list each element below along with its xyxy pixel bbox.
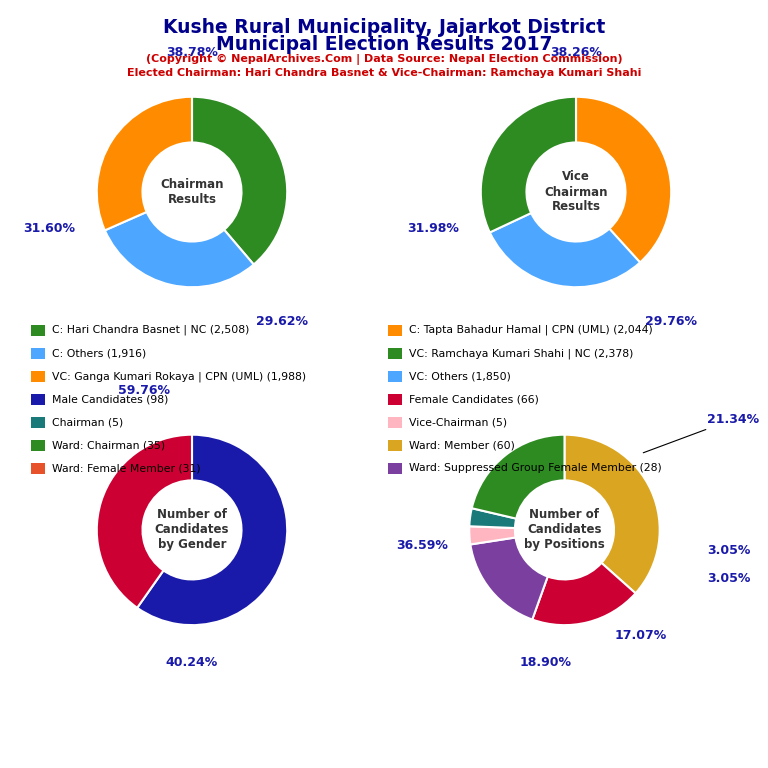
Wedge shape xyxy=(564,435,660,594)
Wedge shape xyxy=(469,526,515,545)
Text: Male Candidates (98): Male Candidates (98) xyxy=(52,394,169,405)
Text: 3.05%: 3.05% xyxy=(707,544,750,557)
Text: Ward: Suppressed Group Female Member (28): Ward: Suppressed Group Female Member (28… xyxy=(409,463,662,474)
Text: 36.59%: 36.59% xyxy=(396,539,448,552)
Text: 29.76%: 29.76% xyxy=(645,316,697,329)
Text: C: Tapta Bahadur Hamal | CPN (UML) (2,044): C: Tapta Bahadur Hamal | CPN (UML) (2,04… xyxy=(409,325,653,336)
Text: 17.07%: 17.07% xyxy=(614,630,667,643)
Text: 40.24%: 40.24% xyxy=(166,656,218,669)
Text: (Copyright © NepalArchives.Com | Data Source: Nepal Election Commission): (Copyright © NepalArchives.Com | Data So… xyxy=(146,54,622,65)
Text: C: Others (1,916): C: Others (1,916) xyxy=(52,348,147,359)
Text: Number of
Candidates
by Positions: Number of Candidates by Positions xyxy=(524,508,605,551)
Wedge shape xyxy=(576,97,671,263)
Text: Ward: Member (60): Ward: Member (60) xyxy=(409,440,515,451)
Text: Chairman (5): Chairman (5) xyxy=(52,417,124,428)
Wedge shape xyxy=(470,538,548,620)
Text: 3.05%: 3.05% xyxy=(707,572,750,585)
Wedge shape xyxy=(105,212,253,287)
Text: Elected Chairman: Hari Chandra Basnet & Vice-Chairman: Ramchaya Kumari Shahi: Elected Chairman: Hari Chandra Basnet & … xyxy=(127,68,641,78)
Wedge shape xyxy=(137,435,287,625)
Wedge shape xyxy=(532,563,636,625)
Text: VC: Others (1,850): VC: Others (1,850) xyxy=(409,371,511,382)
Wedge shape xyxy=(192,97,287,264)
Text: Female Candidates (66): Female Candidates (66) xyxy=(409,394,539,405)
Text: Vice-Chairman (5): Vice-Chairman (5) xyxy=(409,417,508,428)
Text: Municipal Election Results 2017: Municipal Election Results 2017 xyxy=(216,35,552,54)
Text: Vice
Chairman
Results: Vice Chairman Results xyxy=(545,170,607,214)
Wedge shape xyxy=(97,435,192,607)
Text: Kushe Rural Municipality, Jajarkot District: Kushe Rural Municipality, Jajarkot Distr… xyxy=(163,18,605,37)
Wedge shape xyxy=(97,97,192,230)
Text: C: Hari Chandra Basnet | NC (2,508): C: Hari Chandra Basnet | NC (2,508) xyxy=(52,325,250,336)
Text: 18.90%: 18.90% xyxy=(519,656,571,669)
Text: 31.98%: 31.98% xyxy=(407,223,459,236)
Wedge shape xyxy=(472,435,564,518)
Text: Ward: Chairman (35): Ward: Chairman (35) xyxy=(52,440,165,451)
Text: Number of
Candidates
by Gender: Number of Candidates by Gender xyxy=(154,508,230,551)
Text: 29.62%: 29.62% xyxy=(257,316,309,329)
Text: 31.60%: 31.60% xyxy=(23,223,75,236)
Text: 21.34%: 21.34% xyxy=(644,412,760,453)
Text: VC: Ramchaya Kumari Shahi | NC (2,378): VC: Ramchaya Kumari Shahi | NC (2,378) xyxy=(409,348,634,359)
Text: 38.78%: 38.78% xyxy=(166,46,218,59)
Text: 59.76%: 59.76% xyxy=(118,384,170,397)
Wedge shape xyxy=(490,213,640,287)
Wedge shape xyxy=(481,97,576,233)
Text: Chairman
Results: Chairman Results xyxy=(161,178,223,206)
Text: 38.26%: 38.26% xyxy=(550,46,602,59)
Text: VC: Ganga Kumari Rokaya | CPN (UML) (1,988): VC: Ganga Kumari Rokaya | CPN (UML) (1,9… xyxy=(52,371,306,382)
Wedge shape xyxy=(469,508,516,528)
Text: Ward: Female Member (31): Ward: Female Member (31) xyxy=(52,463,201,474)
